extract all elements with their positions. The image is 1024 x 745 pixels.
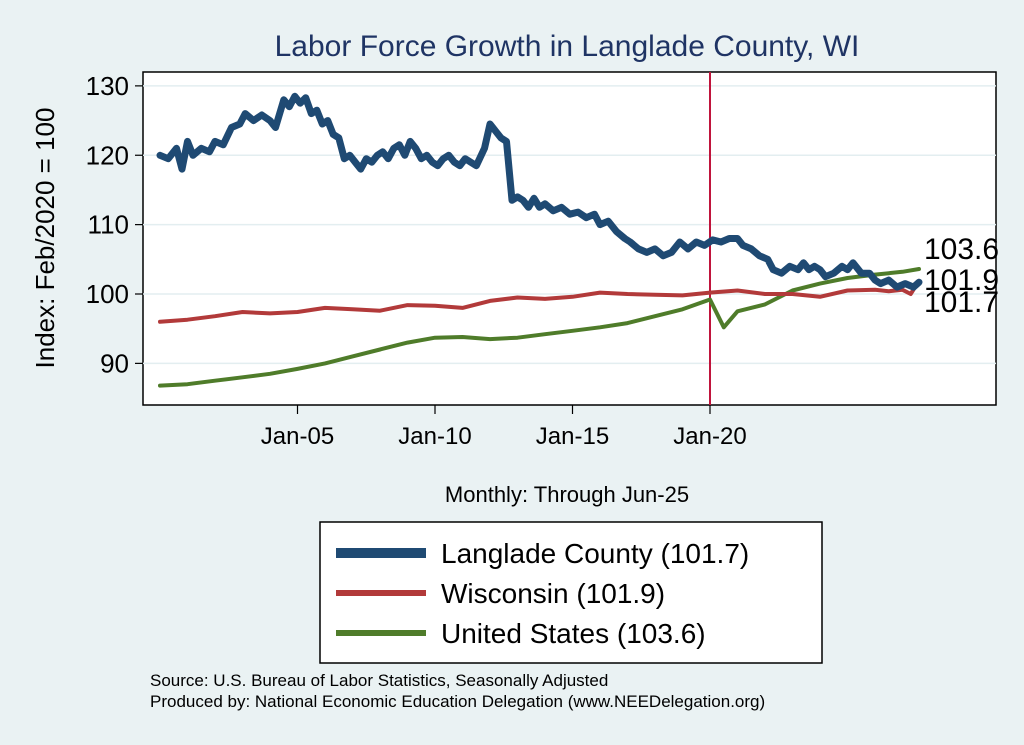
y-tick-label-130: 130: [86, 71, 129, 101]
legend-label-2: United States (103.6): [441, 618, 706, 649]
y-axis: 90 100 110 120 130: [86, 71, 143, 378]
x-tick-label-Jan-10: Jan-10: [398, 423, 471, 450]
y-tick-label-120: 120: [86, 140, 129, 170]
series-group: [156, 92, 923, 388]
plot-area: [142, 71, 997, 406]
series-line-0: [156, 92, 923, 291]
chart-title: Labor Force Growth in Langlade County, W…: [275, 30, 860, 63]
legend: Langlade County (101.7) Wisconsin (101.9)…: [336, 538, 749, 649]
legend-label-1: Wisconsin (101.9): [441, 578, 665, 609]
legend-label-0: Langlade County (101.7): [441, 538, 749, 569]
end-value-label-2: 103.6: [924, 233, 999, 266]
x-tick-label-Jan-20: Jan-20: [673, 423, 746, 450]
y-axis-label: Index: Feb/2020 = 100: [30, 108, 60, 369]
x-tick-label-Jan-05: Jan-05: [261, 423, 334, 450]
y-tick-label-110: 110: [88, 210, 129, 240]
x-axis-label: Monthly: Through Jun-25: [445, 482, 689, 507]
y-tick-label-90: 90: [100, 348, 129, 378]
series-line-2: [158, 267, 921, 388]
series-line-1: [158, 278, 921, 324]
y-tick-label-100: 100: [86, 279, 129, 309]
produced-by-note: Produced by: National Economic Education…: [150, 692, 766, 711]
x-tick-label-Jan-15: Jan-15: [536, 423, 609, 450]
source-note: Source: U.S. Bureau of Labor Statistics,…: [150, 671, 609, 690]
gridlines: [143, 85, 996, 365]
end-value-label-0: 101.7: [924, 286, 999, 319]
x-axis: Jan-05 Jan-10 Jan-15 Jan-20: [261, 405, 747, 450]
end-value-label-1: 101.9: [924, 264, 999, 297]
